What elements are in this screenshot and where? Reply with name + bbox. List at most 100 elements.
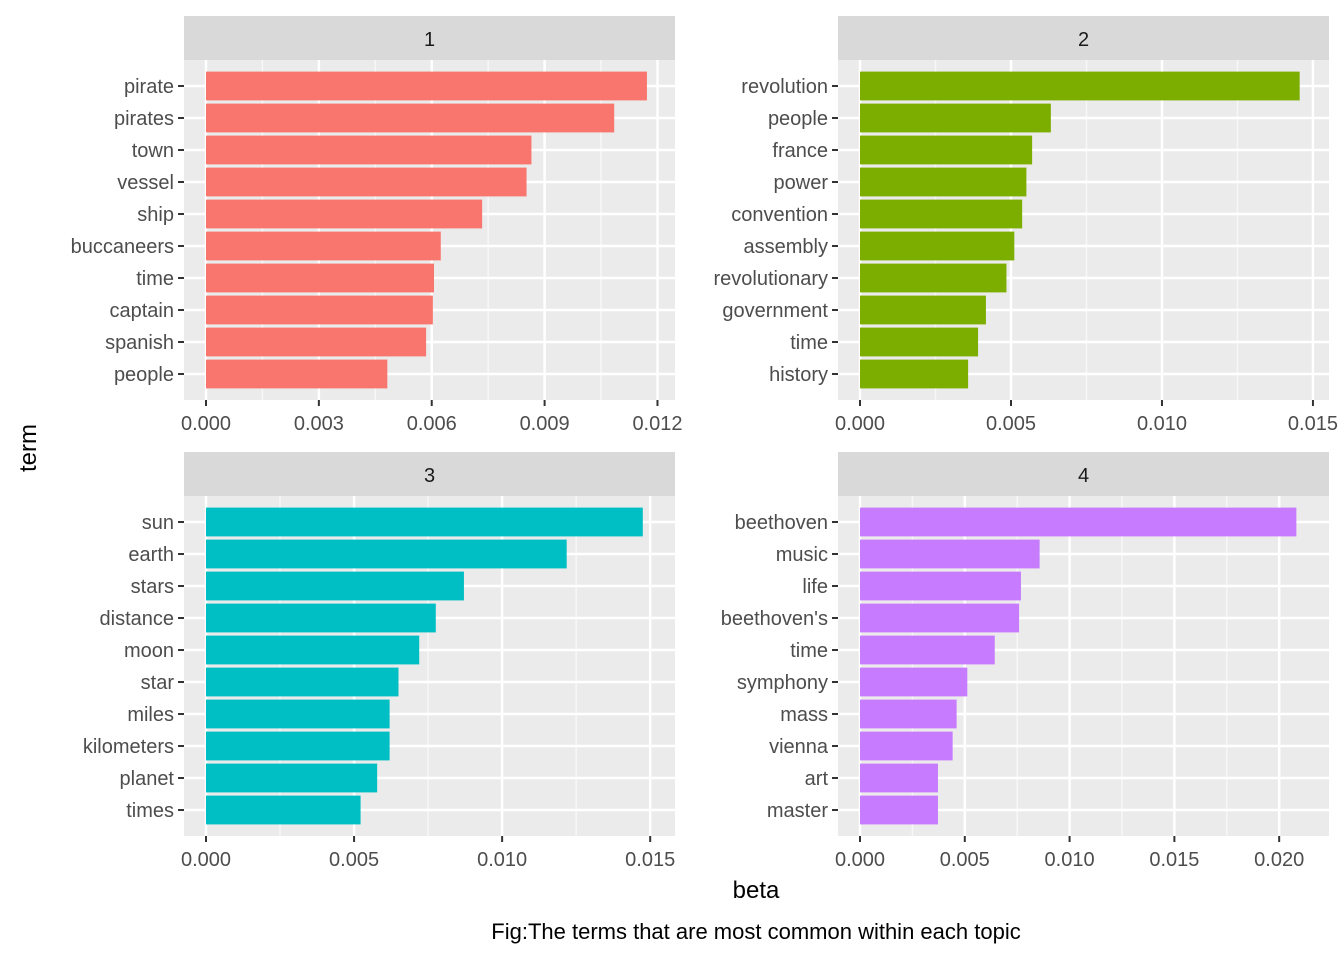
x-tick-label: 0.005	[940, 849, 990, 871]
y-tick-label: master	[767, 800, 828, 822]
bar-spanish	[206, 327, 427, 357]
x-tick-label: 0.005	[986, 413, 1036, 435]
x-tick-label: 0.010	[1045, 849, 1095, 871]
y-tick-label: captain	[110, 300, 175, 322]
y-tick-label: stars	[131, 576, 174, 598]
y-tick-label: ship	[137, 204, 174, 226]
panel-3: 3 sun earth stars distance moon star miles kilom…	[83, 452, 675, 871]
y-tick-label: vienna	[769, 736, 829, 758]
bar-time	[860, 327, 979, 357]
panels: 1 pirate pirates town vessel ship buccaneers ti…	[71, 16, 1338, 871]
facet-strip	[184, 16, 675, 60]
y-tick-label: symphony	[737, 672, 828, 694]
bar-time	[860, 635, 995, 665]
panel-1: 1 pirate pirates town vessel ship buccaneers ti…	[71, 16, 683, 435]
facet-strip	[838, 452, 1329, 496]
y-tick-label: assembly	[744, 236, 828, 258]
y-tick-label: miles	[127, 704, 174, 726]
panel-4: 4 beethoven music life beethoven's time sympho…	[721, 452, 1329, 871]
bar-life	[860, 571, 1021, 601]
x-tick-label: 0.015	[1149, 849, 1199, 871]
y-tick-label: time	[790, 640, 828, 662]
bar-music	[860, 539, 1040, 569]
x-tick-label: 0.000	[181, 413, 231, 435]
bar-france	[860, 135, 1033, 165]
y-tick-label: music	[776, 544, 828, 566]
facet-strip-label: 2	[1078, 29, 1089, 51]
bar-town	[206, 135, 532, 165]
bar-people	[860, 103, 1051, 133]
x-tick-label: 0.015	[1288, 413, 1338, 435]
y-tick-label: revolution	[741, 76, 828, 98]
bar-history	[860, 359, 969, 389]
y-tick-label: star	[141, 672, 175, 694]
y-tick-label: people	[768, 108, 828, 130]
bar-power	[860, 167, 1027, 197]
panel-2: 2 revolution people france power convention as…	[713, 16, 1338, 435]
bar-planet	[206, 763, 378, 793]
bar-ship	[206, 199, 483, 229]
bar-master	[860, 795, 938, 825]
x-tick-label: 0.020	[1254, 849, 1304, 871]
y-tick-label: mass	[780, 704, 828, 726]
x-tick-label: 0.010	[1137, 413, 1187, 435]
bar-mass	[860, 699, 957, 729]
bar-miles	[206, 699, 390, 729]
y-tick-label: planet	[120, 768, 175, 790]
bar-convention	[860, 199, 1023, 229]
bar-time	[206, 263, 434, 293]
y-tick-label: vessel	[117, 172, 174, 194]
bar-pirate	[206, 71, 647, 101]
bar-distance	[206, 603, 436, 633]
bar-vienna	[860, 731, 953, 761]
bar-people	[206, 359, 388, 389]
y-tick-label: earth	[128, 544, 174, 566]
bar-buccaneers	[206, 231, 441, 261]
bar-moon	[206, 635, 420, 665]
y-tick-label: pirate	[124, 76, 174, 98]
bar-art	[860, 763, 938, 793]
y-axis-title: term	[15, 424, 42, 472]
x-tick-label: 0.000	[835, 413, 885, 435]
bar-assembly	[860, 231, 1015, 261]
bar-star	[206, 667, 399, 697]
x-tick-label: 0.000	[835, 849, 885, 871]
y-tick-label: distance	[100, 608, 175, 630]
bar-beethoven	[860, 507, 1297, 537]
y-tick-label: pirates	[114, 108, 174, 130]
y-tick-label: history	[769, 364, 828, 386]
bar-revolution	[860, 71, 1300, 101]
y-tick-label: people	[114, 364, 174, 386]
y-tick-label: spanish	[105, 332, 174, 354]
y-tick-label: sun	[142, 512, 174, 534]
y-tick-label: government	[722, 300, 828, 322]
y-tick-label: kilometers	[83, 736, 174, 758]
y-tick-label: revolutionary	[713, 268, 828, 290]
y-tick-label: art	[805, 768, 829, 790]
y-tick-label: beethoven's	[721, 608, 828, 630]
x-tick-label: 0.012	[632, 413, 682, 435]
bar-beethovens	[860, 603, 1020, 633]
facet-strip	[838, 16, 1329, 60]
bar-vessel	[206, 167, 527, 197]
figure-caption: Fig:The terms that are most common withi…	[491, 919, 1020, 944]
x-tick-label: 0.015	[625, 849, 675, 871]
bar-earth	[206, 539, 567, 569]
x-axis-title: beta	[733, 877, 780, 904]
y-tick-label: time	[790, 332, 828, 354]
y-tick-label: moon	[124, 640, 174, 662]
bar-times	[206, 795, 361, 825]
y-tick-label: buccaneers	[71, 236, 174, 258]
x-tick-label: 0.009	[520, 413, 570, 435]
bar-symphony	[860, 667, 968, 697]
y-tick-label: town	[132, 140, 174, 162]
bar-kilometers	[206, 731, 390, 761]
bar-captain	[206, 295, 433, 325]
x-tick-label: 0.003	[294, 413, 344, 435]
bar-revolutionary	[860, 263, 1007, 293]
y-tick-label: convention	[731, 204, 828, 226]
facet-strip	[184, 452, 675, 496]
x-tick-label: 0.000	[181, 849, 231, 871]
bar-stars	[206, 571, 464, 601]
